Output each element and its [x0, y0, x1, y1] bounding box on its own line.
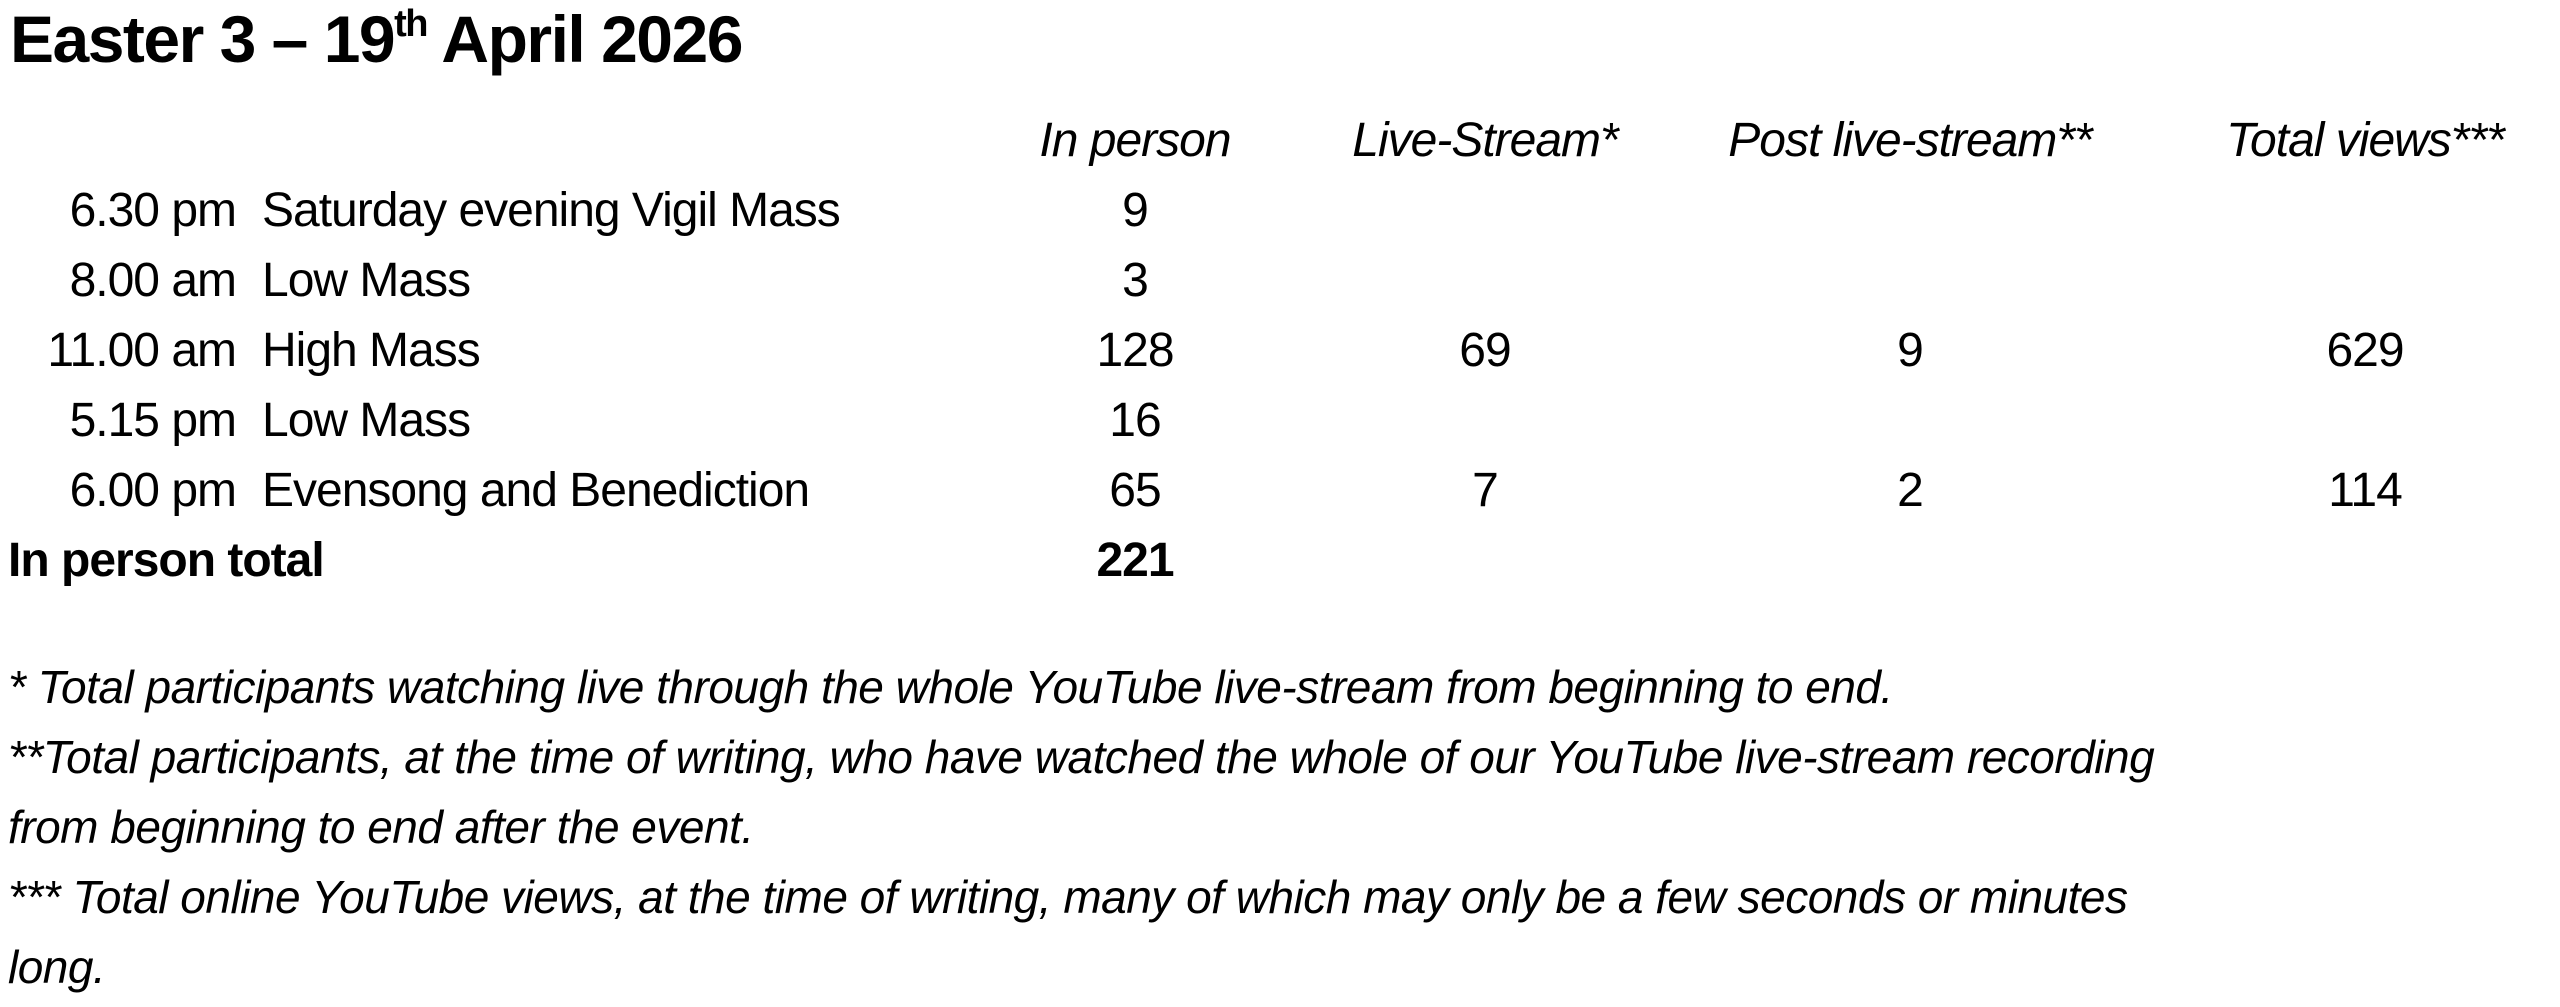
- attendance-table: In person Live-Stream* Post live-stream*…: [0, 105, 2560, 595]
- in-person-count: 16: [1109, 393, 1161, 447]
- service-time: 11.00 am: [47, 323, 237, 377]
- page-title: Easter 3 – 19th April 2026: [10, 3, 2560, 72]
- service-name: Saturday evening Vigil Mass: [262, 183, 841, 237]
- column-header-post-live-stream: Post live-stream**: [1728, 113, 2092, 167]
- table-total-row: In person total 221: [0, 525, 2560, 595]
- total-views-count: 114: [2328, 463, 2403, 517]
- table-row: 8.00 am Low Mass 3: [0, 245, 2560, 315]
- in-person-count: 9: [1122, 183, 1149, 237]
- footnotes: * Total participants watching live throu…: [8, 652, 2560, 1002]
- footnote-total-views-line-1: *** Total online YouTube views, at the t…: [8, 871, 2128, 923]
- service-time: 5.15 pm: [69, 393, 237, 447]
- column-header-total-views: Total views***: [2226, 113, 2505, 167]
- footnote-total-views-line-2: long.: [8, 941, 106, 993]
- table-row: 6.30 pm Saturday evening Vigil Mass 9: [0, 175, 2560, 245]
- total-views-count: 629: [2326, 323, 2404, 377]
- service-name: Evensong and Benediction: [262, 463, 810, 517]
- title-ordinal-suffix: th: [394, 3, 428, 45]
- in-person-total-label: In person total: [8, 533, 325, 587]
- column-header-live-stream: Live-Stream*: [1352, 113, 1618, 167]
- table-header-row: In person Live-Stream* Post live-stream*…: [0, 105, 2560, 175]
- title-text-continued: April 2026: [427, 2, 743, 76]
- footnote-post-live-stream-line-1: **Total participants, at the time of wri…: [8, 731, 2155, 783]
- service-name: Low Mass: [262, 393, 471, 447]
- service-time: 6.00 pm: [69, 463, 237, 517]
- service-time: 6.30 pm: [69, 183, 237, 237]
- post-live-stream-count: 2: [1897, 463, 1924, 517]
- service-time: 8.00 am: [69, 253, 237, 307]
- title-text: Easter 3 – 19: [10, 2, 396, 76]
- live-stream-count: 69: [1459, 323, 1511, 377]
- column-header-in-person: In person: [1039, 113, 1231, 167]
- in-person-total-value: 221: [1096, 533, 1174, 587]
- in-person-count: 65: [1109, 463, 1161, 517]
- footnote-post-live-stream-line-2: from beginning to end after the event.: [8, 801, 754, 853]
- table-row: 6.00 pm Evensong and Benediction 65 7 2 …: [0, 455, 2560, 525]
- in-person-count: 3: [1122, 253, 1149, 307]
- post-live-stream-count: 9: [1897, 323, 1924, 377]
- footnote-live-stream: * Total participants watching live throu…: [8, 661, 1893, 713]
- service-name: High Mass: [262, 323, 481, 377]
- table-row: 11.00 am High Mass 128 69 9 629: [0, 315, 2560, 385]
- service-name: Low Mass: [262, 253, 471, 307]
- in-person-count: 128: [1096, 323, 1174, 377]
- live-stream-count: 7: [1472, 463, 1499, 517]
- table-row: 5.15 pm Low Mass 16: [0, 385, 2560, 455]
